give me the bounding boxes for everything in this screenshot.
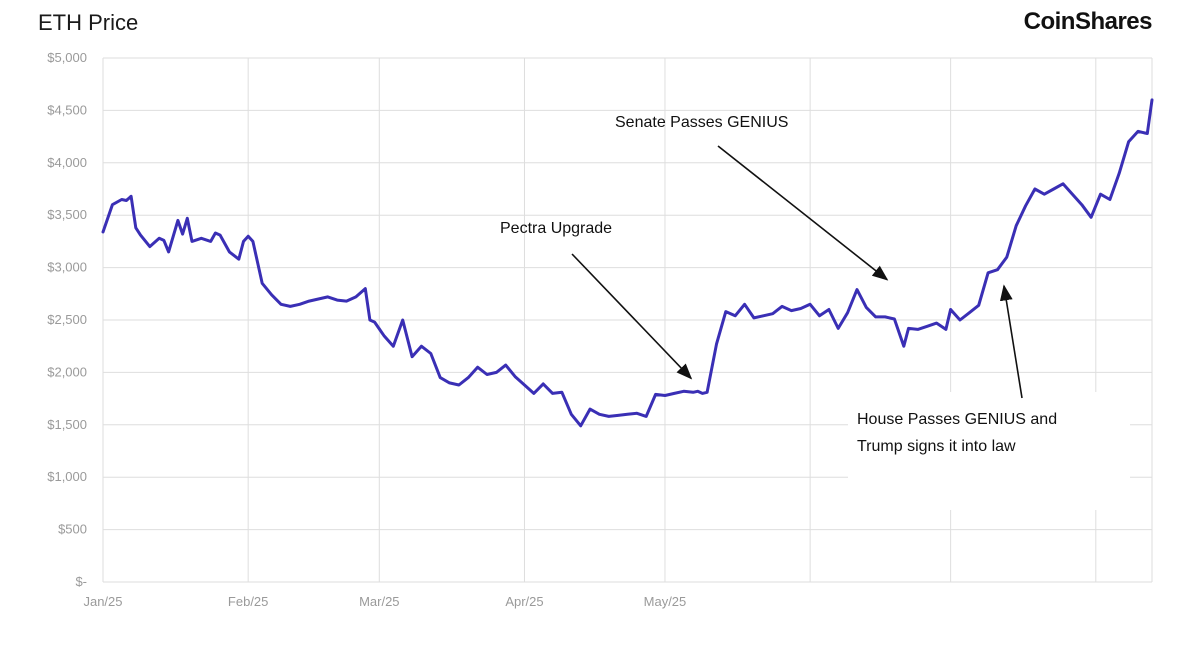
y-tick-label: $1,000 <box>47 469 87 484</box>
y-axis-ticks: $- $500 $1,000 $1,500 $2,000 $2,500 $3,000 $3,5… <box>47 50 87 589</box>
x-tick-label: Feb/25 <box>228 594 268 609</box>
y-tick-label: $5,000 <box>47 50 87 65</box>
y-tick-label: $1,500 <box>47 417 87 432</box>
annotation-house-arrow <box>999 284 1023 399</box>
y-tick-label: $3,000 <box>47 260 87 275</box>
y-tick-label: $2,000 <box>47 364 87 379</box>
y-tick-label: $500 <box>58 522 87 537</box>
chart-title: ETH Price <box>38 10 139 35</box>
series-lines <box>101 98 1154 428</box>
annotation-house-label-line2: Trump signs it into law <box>857 438 1016 455</box>
x-axis-ticks: Jan/25 Feb/25 Mar/25 Apr/25 May/25 <box>83 594 686 609</box>
annotation-pectra-label: Pectra Upgrade <box>500 220 612 237</box>
eth-price-line <box>101 98 1154 428</box>
annotation-pectra-arrow <box>571 253 693 380</box>
x-tick-label: Apr/25 <box>505 594 543 609</box>
x-tick-label: Mar/25 <box>359 594 399 609</box>
y-tick-label: $2,500 <box>47 312 87 327</box>
annotation-house-bg <box>848 392 1130 510</box>
brand-logo: CoinShares <box>1023 8 1153 35</box>
y-tick-label: $4,500 <box>47 102 87 117</box>
y-tick-label: $3,500 <box>47 207 87 222</box>
annotations: Pectra Upgrade Senate Passes GENIUS House … <box>500 114 1130 510</box>
annotation-senate-label: Senate Passes GENIUS <box>615 114 788 131</box>
y-tick-label: $4,000 <box>47 155 87 170</box>
y-tick-label: $- <box>75 574 87 589</box>
x-tick-label: Jan/25 <box>83 594 122 609</box>
annotation-senate-arrow <box>717 145 889 281</box>
annotation-house-label-line1: House Passes GENIUS and <box>857 411 1057 428</box>
x-tick-label: May/25 <box>644 594 687 609</box>
